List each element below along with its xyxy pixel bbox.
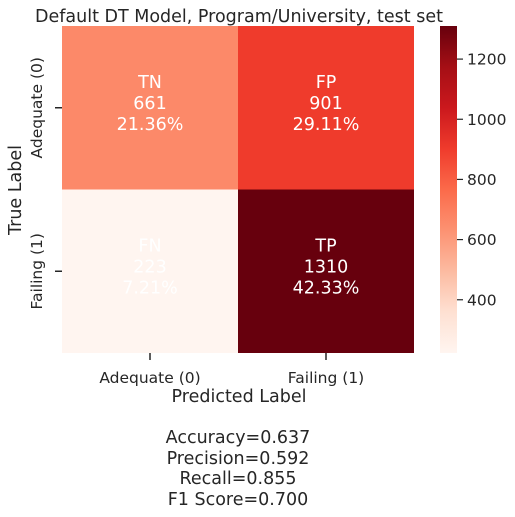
cell-annotation: 42.33% — [293, 278, 360, 298]
cell-annotation: 661 — [133, 94, 166, 114]
axis-ticks: Adequate (0) Failing (1) Adequate (0) Faili… — [28, 57, 364, 387]
x-tick-label: Failing (1) — [288, 369, 364, 387]
metrics-block: Accuracy=0.637 Precision=0.592 Recall=0.… — [0, 428, 476, 510]
colorbar-tick-label: 1000 — [467, 111, 506, 129]
y-tick-label: Adequate (0) — [28, 57, 46, 158]
colorbar-ticks: 400 600 800 1000 1200 — [457, 51, 506, 309]
heatmap-cell — [238, 189, 414, 353]
colorbar-tick-label: 800 — [467, 171, 497, 189]
cell-annotation: TN — [137, 73, 162, 93]
f1-score-text: F1 Score=0.700 — [167, 489, 309, 510]
heatmap-cell — [62, 189, 238, 353]
x-axis-label: Predicted Label — [172, 387, 307, 407]
colorbar-tick-label: 1200 — [467, 51, 506, 69]
recall-text: Recall=0.855 — [179, 469, 297, 489]
precision-text: Precision=0.592 — [166, 448, 310, 469]
cell-annotation: FP — [316, 73, 337, 93]
cell-annotation: 223 — [133, 257, 166, 277]
cell-annotation: TP — [314, 236, 336, 256]
heatmap-cell — [238, 26, 414, 190]
cell-annotation: 7.21% — [122, 278, 178, 298]
cell-annotation: 29.11% — [293, 115, 360, 135]
y-tick-label: Failing (1) — [28, 233, 46, 309]
cell-annotation: 21.36% — [117, 115, 184, 135]
colorbar — [440, 26, 457, 353]
colorbar-tick-label: 400 — [467, 291, 497, 309]
cell-annotation: 1310 — [304, 257, 349, 277]
colorbar-tick-label: 600 — [467, 231, 497, 249]
cell-annotation: FN — [138, 236, 161, 256]
accuracy-text: Accuracy=0.637 — [165, 428, 311, 448]
y-axis-label: True Label — [6, 145, 26, 236]
heatmap-cell — [62, 26, 238, 190]
chart-title: Default DT Model, Program/University, te… — [35, 7, 443, 27]
x-tick-label: Adequate (0) — [99, 369, 200, 387]
cell-annotation: 901 — [309, 94, 342, 114]
